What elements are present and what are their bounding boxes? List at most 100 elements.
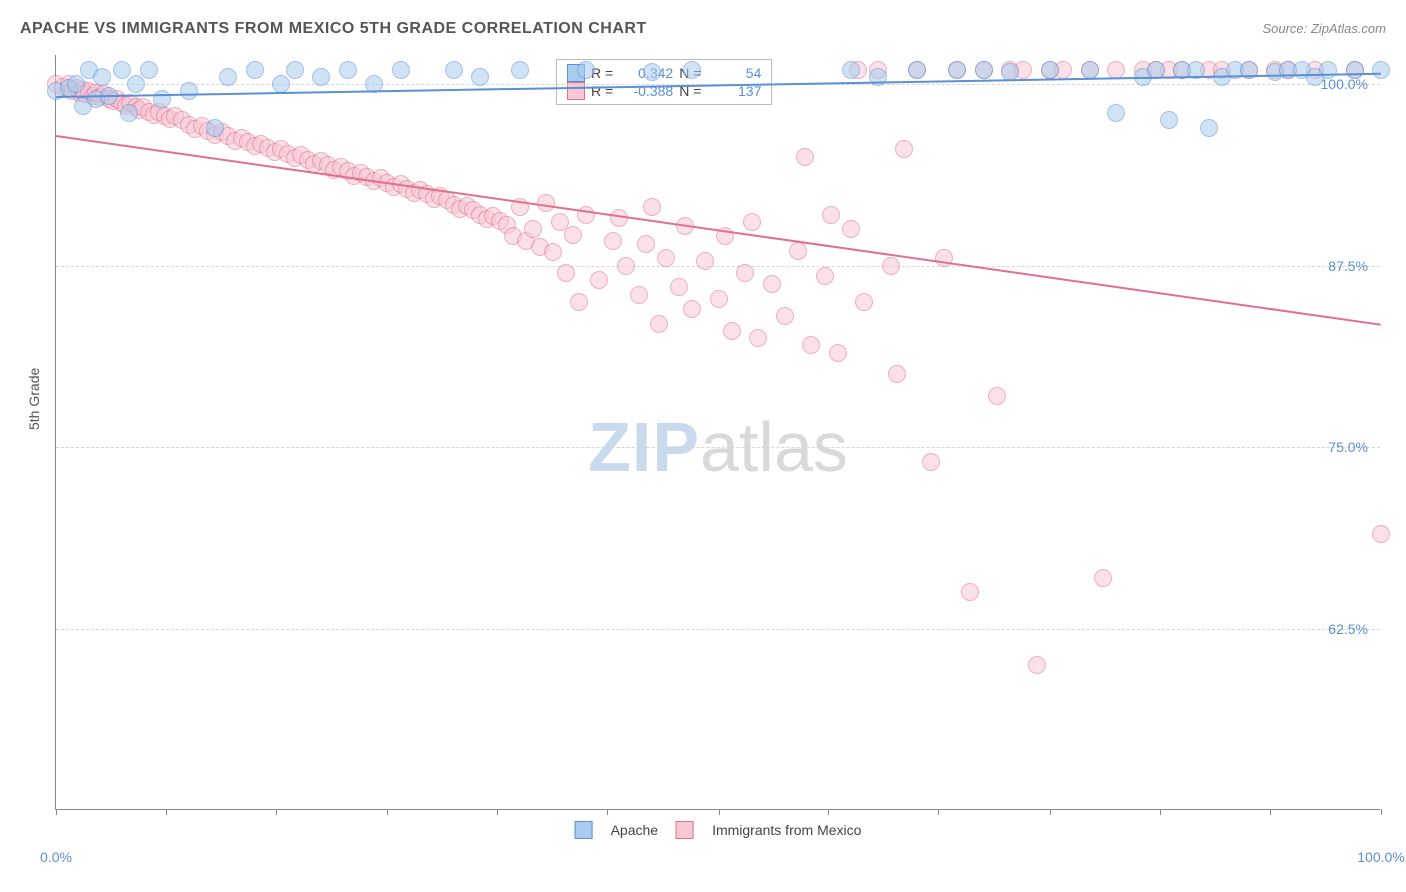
data-point-apache [113, 61, 131, 79]
x-tick-mark [1160, 809, 1161, 815]
data-point-mexico [570, 293, 588, 311]
data-point-mexico [736, 264, 754, 282]
data-point-mexico [789, 242, 807, 260]
x-tick-mark [719, 809, 720, 815]
data-point-mexico [802, 336, 820, 354]
data-point-apache [948, 61, 966, 79]
x-tick-label: 100.0% [1357, 849, 1404, 865]
data-point-apache [511, 61, 529, 79]
data-point-mexico [696, 252, 714, 270]
data-point-apache [1372, 61, 1390, 79]
data-point-apache [1041, 61, 1059, 79]
gridline [56, 266, 1380, 267]
data-point-apache [272, 75, 290, 93]
data-point-apache [127, 75, 145, 93]
gridline [56, 629, 1380, 630]
data-point-mexico [657, 249, 675, 267]
data-point-apache [1107, 104, 1125, 122]
source-attribution: Source: ZipAtlas.com [1262, 21, 1386, 36]
x-tick-mark [938, 809, 939, 815]
y-axis-label: 5th Grade [26, 368, 42, 430]
x-tick-mark [607, 809, 608, 815]
data-point-apache [1200, 119, 1218, 137]
x-tick-mark [276, 809, 277, 815]
n-value-apache: 54 [707, 65, 761, 81]
data-point-mexico [630, 286, 648, 304]
y-tick-label: 75.0% [1328, 439, 1368, 455]
data-point-mexico [829, 344, 847, 362]
data-point-mexico [544, 243, 562, 261]
data-point-apache [67, 75, 85, 93]
y-tick-label: 62.5% [1328, 621, 1368, 637]
x-tick-mark [56, 809, 57, 815]
x-tick-mark [828, 809, 829, 815]
data-point-apache [975, 61, 993, 79]
data-point-apache [246, 61, 264, 79]
data-point-apache [577, 61, 595, 79]
source-label: Source: [1262, 21, 1310, 36]
data-point-mexico [816, 267, 834, 285]
data-point-mexico [643, 198, 661, 216]
y-tick-label: 87.5% [1328, 258, 1368, 274]
data-point-apache [842, 61, 860, 79]
data-point-mexico [577, 206, 595, 224]
data-point-mexico [961, 583, 979, 601]
chart-title: APACHE VS IMMIGRANTS FROM MEXICO 5TH GRA… [20, 20, 647, 38]
data-point-mexico [710, 290, 728, 308]
data-point-apache [219, 68, 237, 86]
data-point-mexico [617, 257, 635, 275]
data-point-mexico [637, 235, 655, 253]
data-point-apache [392, 61, 410, 79]
x-tick-mark [1381, 809, 1382, 815]
data-point-apache [312, 68, 330, 86]
data-point-mexico [524, 220, 542, 238]
data-point-apache [120, 104, 138, 122]
data-point-mexico [922, 453, 940, 471]
data-point-mexico [1372, 525, 1390, 543]
data-point-apache [206, 119, 224, 137]
x-tick-mark [497, 809, 498, 815]
gridline [56, 447, 1380, 448]
data-point-mexico [763, 275, 781, 293]
data-point-mexico [988, 387, 1006, 405]
x-tick-label: 0.0% [40, 849, 72, 865]
data-point-apache [140, 61, 158, 79]
data-point-mexico [796, 148, 814, 166]
data-point-mexico [683, 300, 701, 318]
data-point-apache [1081, 61, 1099, 79]
legend-label-mexico: Immigrants from Mexico [712, 822, 861, 838]
data-point-apache [180, 82, 198, 100]
data-point-mexico [888, 365, 906, 383]
data-point-mexico [842, 220, 860, 238]
data-point-apache [1319, 61, 1337, 79]
data-point-apache [643, 63, 661, 81]
data-point-apache [153, 90, 171, 108]
data-point-mexico [723, 322, 741, 340]
x-tick-mark [387, 809, 388, 815]
data-point-apache [1346, 61, 1364, 79]
data-point-mexico [604, 232, 622, 250]
data-point-mexico [749, 329, 767, 347]
legend-row-apache: R = 0.342 N = 54 [567, 64, 761, 82]
swatch-apache [575, 821, 593, 839]
data-point-mexico [1107, 61, 1125, 79]
data-point-mexico [1028, 656, 1046, 674]
data-point-mexico [557, 264, 575, 282]
x-tick-mark [1050, 809, 1051, 815]
data-point-apache [286, 61, 304, 79]
scatter-plot: ZIPatlas R = 0.342 N = 54 R = -0.388 N =… [55, 55, 1380, 810]
data-point-mexico [776, 307, 794, 325]
data-point-apache [445, 61, 463, 79]
data-point-mexico [590, 271, 608, 289]
data-point-apache [339, 61, 357, 79]
data-point-mexico [743, 213, 761, 231]
data-point-apache [683, 61, 701, 79]
data-point-apache [908, 61, 926, 79]
data-point-mexico [855, 293, 873, 311]
data-point-mexico [882, 257, 900, 275]
title-bar: APACHE VS IMMIGRANTS FROM MEXICO 5TH GRA… [20, 20, 1386, 38]
data-point-apache [1160, 111, 1178, 129]
data-point-mexico [822, 206, 840, 224]
data-point-mexico [670, 278, 688, 296]
data-point-mexico [935, 249, 953, 267]
